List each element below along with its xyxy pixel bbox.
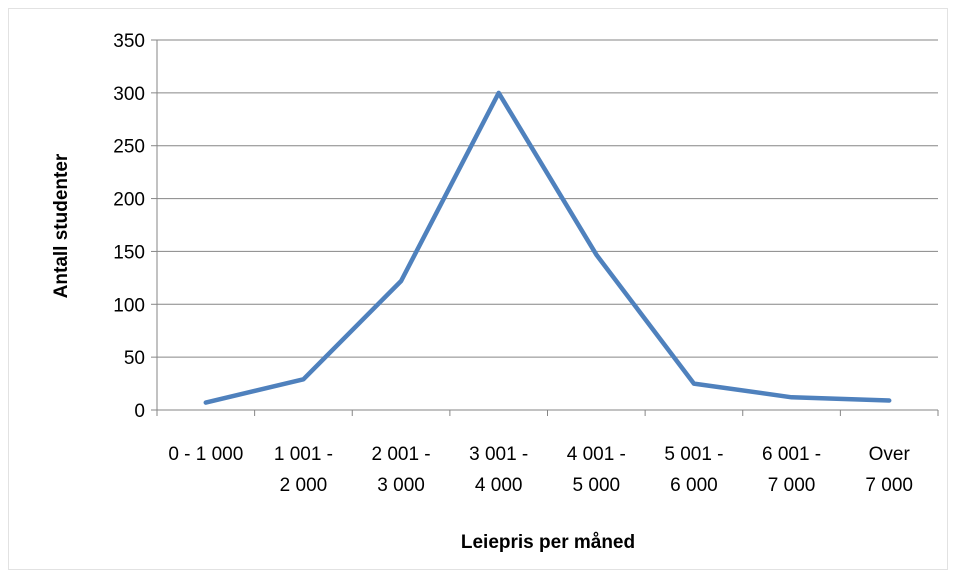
- x-tick-label: 0 - 1 000: [168, 444, 243, 465]
- gridlines: [157, 39, 938, 358]
- y-tick-labels: 0 50 100 150 200 250 300 350: [113, 31, 145, 422]
- chart-frame: [8, 8, 948, 570]
- x-axis-title: Leiepris per måned: [461, 532, 635, 553]
- x-tick-label-line: 3 000: [377, 475, 425, 496]
- x-tick-label: 1 001 - 2 000: [274, 444, 333, 496]
- axes: [151, 39, 939, 416]
- x-tick-label-line: 4 001 -: [567, 444, 626, 465]
- x-tick-label-line: Over: [869, 444, 911, 465]
- y-tick-label: 250: [113, 137, 145, 158]
- y-tick-label: 300: [113, 84, 145, 105]
- x-tick-labels: 0 - 1 000 1 001 - 2 000 2 001 - 3 000 3 001 -…: [168, 444, 913, 496]
- x-tick-label: 3 001 - 4 000: [469, 444, 528, 496]
- y-tick-label: 200: [113, 190, 145, 211]
- x-tick-label-line: 7 000: [768, 475, 816, 496]
- x-tick-label: 4 001 - 5 000: [567, 444, 626, 496]
- x-tick-label: 5 001 - 6 000: [664, 444, 723, 496]
- x-tick-label-line: 6 001 -: [762, 444, 821, 465]
- x-tick-label-line: 5 001 -: [664, 444, 723, 465]
- x-tick-label-line: 7 000: [865, 475, 913, 496]
- x-tick-label: 2 001 - 3 000: [371, 444, 430, 496]
- x-tick-label: Over 7 000: [865, 444, 913, 496]
- y-tick-label: 0: [134, 401, 145, 422]
- x-tick-label-line: 6 000: [670, 475, 718, 496]
- x-tick-label-line: 0 - 1 000: [168, 444, 243, 465]
- series-group: [203, 90, 892, 405]
- x-tick-label-line: 2 000: [280, 475, 328, 496]
- x-tick-label: 6 001 - 7 000: [762, 444, 821, 496]
- y-tick-label: 50: [124, 348, 145, 369]
- x-tick-label-line: 5 000: [573, 475, 621, 496]
- y-tick-label: 100: [113, 295, 145, 316]
- x-tick-label-line: 2 001 -: [371, 444, 430, 465]
- x-tick-label-line: 3 001 -: [469, 444, 528, 465]
- series-line: [203, 90, 892, 405]
- x-tick-label-line: 4 000: [475, 475, 523, 496]
- y-axis-title: Antall studenter: [51, 153, 72, 298]
- x-tick-label-line: 1 001 -: [274, 444, 333, 465]
- y-tick-label: 350: [113, 31, 145, 52]
- y-tick-label: 150: [113, 242, 145, 263]
